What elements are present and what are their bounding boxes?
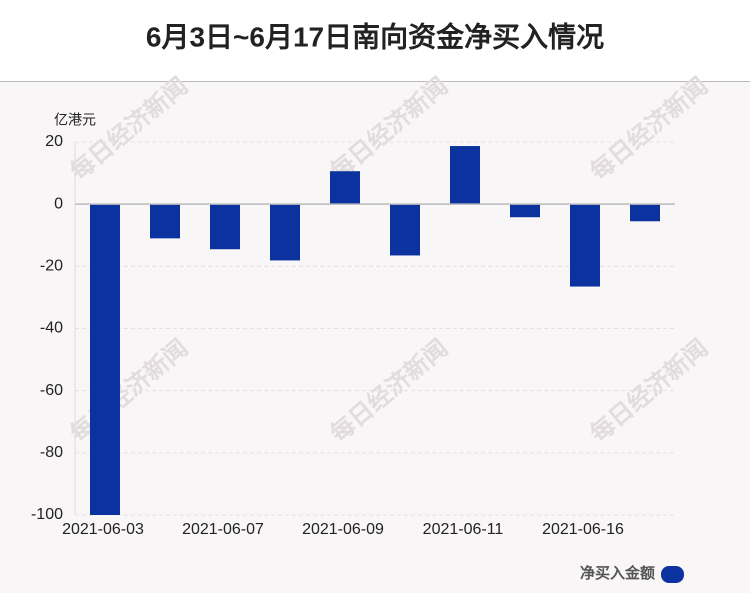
bar xyxy=(630,204,660,222)
title-band xyxy=(0,0,750,81)
bar xyxy=(390,204,420,256)
x-tick-label: 2021-06-16 xyxy=(542,521,624,538)
bar xyxy=(150,204,180,239)
bar xyxy=(510,204,540,218)
x-tick-label: 2021-06-11 xyxy=(423,521,504,538)
y-tick-label: -20 xyxy=(40,258,63,275)
y-tick-label: 20 xyxy=(45,133,63,150)
bar xyxy=(270,204,300,261)
legend-label: 净买入金额 xyxy=(580,564,655,582)
bar xyxy=(570,204,600,287)
watermark: 每日经济新闻 xyxy=(64,71,193,186)
watermark: 每日经济新闻 xyxy=(584,71,713,186)
y-tick-label: -60 xyxy=(40,382,63,399)
chart-title: 6月3日~6月17日南向资金净买入情况 xyxy=(146,20,604,52)
legend-swatch xyxy=(661,566,684,583)
y-tick-label: -100 xyxy=(31,506,63,523)
bar xyxy=(90,204,120,515)
bar xyxy=(450,146,480,205)
x-tick-label: 2021-06-09 xyxy=(302,521,384,538)
watermark: 每日经济新闻 xyxy=(324,71,453,186)
y-tick-label: 0 xyxy=(54,195,63,212)
bar xyxy=(330,171,360,205)
x-tick-label: 2021-06-03 xyxy=(62,521,144,538)
x-tick-label: 2021-06-07 xyxy=(182,521,264,538)
bar xyxy=(210,204,240,250)
y-tick-label: -40 xyxy=(40,320,63,337)
y-axis-label: 亿港元 xyxy=(54,112,96,128)
y-tick-label: -80 xyxy=(40,444,63,461)
